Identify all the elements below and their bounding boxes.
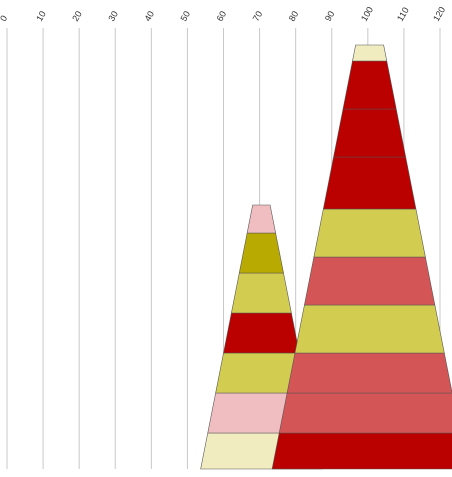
tick-label-70: 70: [251, 9, 265, 23]
tick-label-80: 80: [287, 9, 301, 23]
cone-2-segment-1: [271, 432, 452, 470]
cone-2-segment-4: [294, 304, 445, 354]
tick-label-50: 50: [178, 9, 192, 23]
cone-2-segment-7: [322, 156, 417, 210]
tick-label-120: 120: [431, 5, 447, 23]
cone-2-segment-10: [352, 44, 388, 62]
x-axis-tick-labels: 0 10 20 30 40 50 60 70 80 90 100 110 120: [0, 5, 447, 23]
tick-label-10: 10: [34, 9, 48, 23]
cone-1-segment-7: [246, 204, 276, 234]
cone-2-segment-8: [333, 108, 407, 158]
cone-1-segment-4: [223, 312, 300, 354]
cone-2: [271, 44, 452, 470]
tick-label-40: 40: [142, 9, 156, 23]
cone-1-segment-5: [231, 272, 292, 314]
tick-label-90: 90: [323, 9, 337, 23]
tick-label-30: 30: [106, 9, 120, 23]
cone-2-segment-9: [342, 60, 397, 110]
tick-label-20: 20: [70, 9, 84, 23]
cone-2-segment-6: [313, 208, 426, 258]
tick-label-110: 110: [395, 6, 411, 23]
cone-2-segment-5: [304, 256, 436, 306]
cones: [200, 44, 452, 470]
cone-2-segment-3: [286, 352, 452, 394]
cone-2-segment-2: [278, 392, 452, 434]
tick-label-100: 100: [359, 5, 375, 23]
tick-label-60: 60: [215, 9, 229, 23]
tick-label-0: 0: [0, 14, 9, 23]
cone-1-segment-6: [238, 232, 284, 274]
